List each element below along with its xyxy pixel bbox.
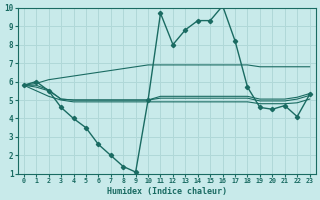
X-axis label: Humidex (Indice chaleur): Humidex (Indice chaleur) <box>107 187 227 196</box>
